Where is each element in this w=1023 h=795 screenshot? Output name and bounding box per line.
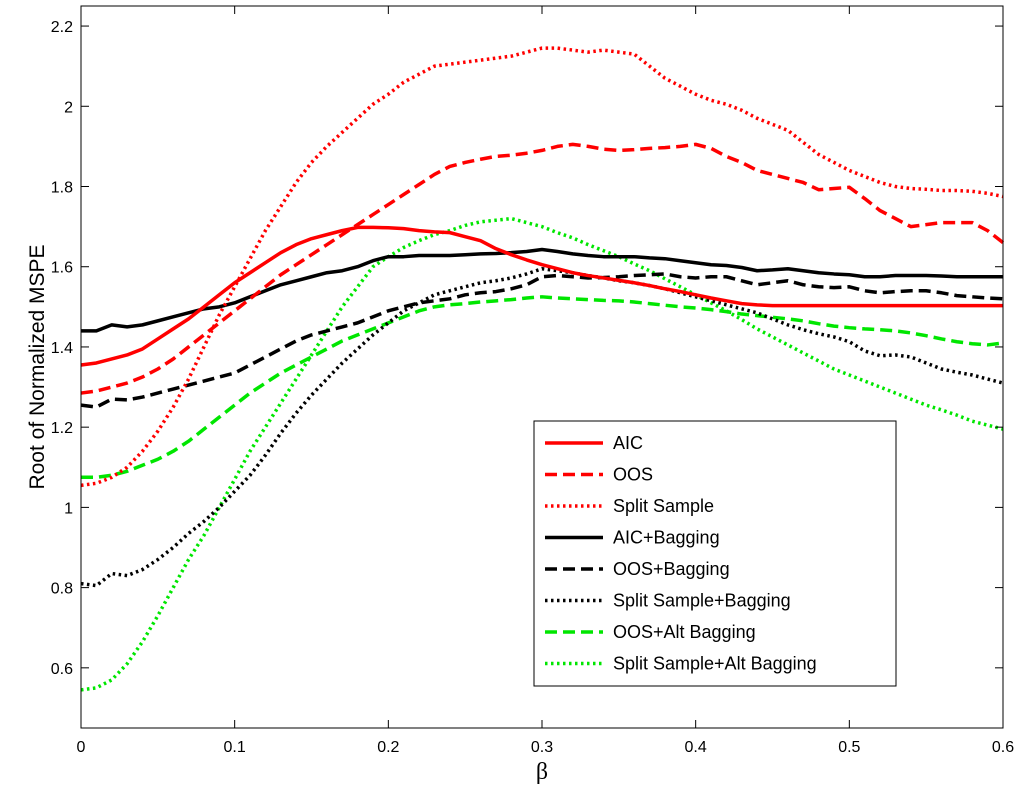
y-tick-label: 0.8 — [51, 581, 73, 598]
series-layer — [80, 46, 1005, 692]
x-tick-label: 0.6 — [992, 739, 1014, 756]
x-tick-label: 0.4 — [685, 739, 707, 756]
legend: AIC OOS Split Sample AIC+Bagging OOS+Bagging… — [533, 420, 897, 687]
x-tick-label: 0.2 — [377, 739, 399, 756]
x-tick-label: 0.5 — [838, 739, 860, 756]
y-tick-label: 1.6 — [51, 260, 73, 277]
series-line-oos — [80, 142, 1005, 395]
x-axis-label: β — [536, 759, 548, 785]
x-tick-label: 0.1 — [224, 739, 246, 756]
legend-label: OOS+Alt Bagging — [613, 622, 756, 642]
y-tick-label: 2.2 — [51, 19, 73, 36]
legend-items: AIC OOS Split Sample AIC+Bagging OOS+Bagging… — [545, 433, 817, 674]
series-line-aic — [80, 225, 1003, 367]
y-tick-label: 1.4 — [51, 340, 73, 357]
series-line-split-sample — [80, 46, 1004, 488]
series-line-split-sample-alt-bagging — [80, 216, 1004, 692]
legend-label: Split Sample+Alt Bagging — [613, 654, 817, 674]
legend-label: AIC+Bagging — [613, 528, 720, 548]
y-tick-label: 1.2 — [51, 420, 73, 437]
series-line-aic-bagging — [81, 247, 1003, 333]
legend-box — [533, 420, 897, 687]
y-tick-label: 1.8 — [51, 180, 73, 197]
legend-label: Split Sample — [613, 496, 714, 516]
legend-label: Split Sample+Bagging — [613, 591, 791, 611]
legend-label: AIC — [613, 433, 643, 453]
tick-layer: 0 0.1 0.2 0.3 0.4 0.5 0.6 0.6 0.8 1 1.2 1.4 1.6 1.8 2 2… — [51, 6, 1014, 756]
series-line-split-sample-bagging — [80, 266, 1004, 588]
legend-label: OOS+Bagging — [613, 559, 730, 579]
series-line-oos-alt-bagging — [81, 295, 1004, 480]
y-axis-label: Root of Normalized MSPE — [26, 244, 49, 489]
y-tick-label: 2 — [64, 99, 73, 116]
x-tick-label: 0 — [77, 739, 86, 756]
y-tick-label: 1 — [64, 500, 73, 517]
plot-frame — [80, 5, 1004, 729]
y-tick-label: 0.6 — [51, 661, 73, 678]
series-line-oos-bagging — [80, 272, 1004, 409]
legend-label: OOS — [613, 465, 653, 485]
x-tick-label: 0.3 — [531, 739, 553, 756]
